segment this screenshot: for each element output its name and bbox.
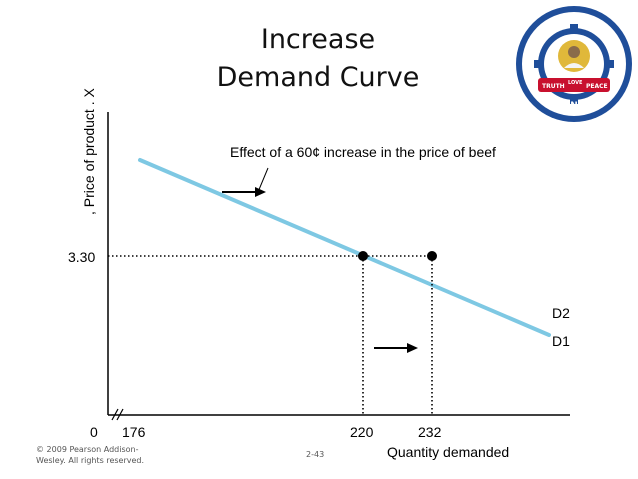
x-tick-232: 232 xyxy=(418,424,442,440)
logo-truth: TRUTH xyxy=(542,83,565,90)
slide-title-line2: Demand Curve xyxy=(216,62,420,93)
shift-arrow-lower xyxy=(374,343,418,353)
institute-logo: SRI SAI RAM INSTITUTE OF TECHNOLOGY TRUT… xyxy=(512,2,632,122)
x-tick-220: 220 xyxy=(350,424,374,440)
curve-label-d1: D1 xyxy=(552,333,570,349)
y-axis-label: , Price of product . X xyxy=(81,88,97,215)
y-tick-330: 3.30 xyxy=(68,249,95,265)
shift-annotation: Effect of a 60¢ increase in the price of… xyxy=(230,144,496,160)
logo-chennai: CHENNAI xyxy=(550,101,596,111)
x-tick-0: 0 xyxy=(90,424,98,440)
logo-love: LOVE xyxy=(568,80,583,86)
page-number: 2-43 xyxy=(306,450,325,459)
curve-label-d2: D2 xyxy=(552,305,570,321)
demand-curve xyxy=(138,158,551,337)
axis-break-mark xyxy=(116,408,124,421)
x-tick-176: 176 xyxy=(122,424,146,440)
shift-arrow-upper xyxy=(222,167,269,197)
logo-peace: PEACE xyxy=(586,83,608,90)
axis-break-mark xyxy=(111,408,119,421)
slide-title-line1: Increase xyxy=(260,24,376,55)
point-220-330 xyxy=(358,251,368,261)
copyright-footer: © 2009 Pearson Addison-Wesley. All right… xyxy=(36,445,145,465)
x-axis-label: Quantity demanded xyxy=(387,444,509,460)
point-232-330 xyxy=(427,251,437,261)
